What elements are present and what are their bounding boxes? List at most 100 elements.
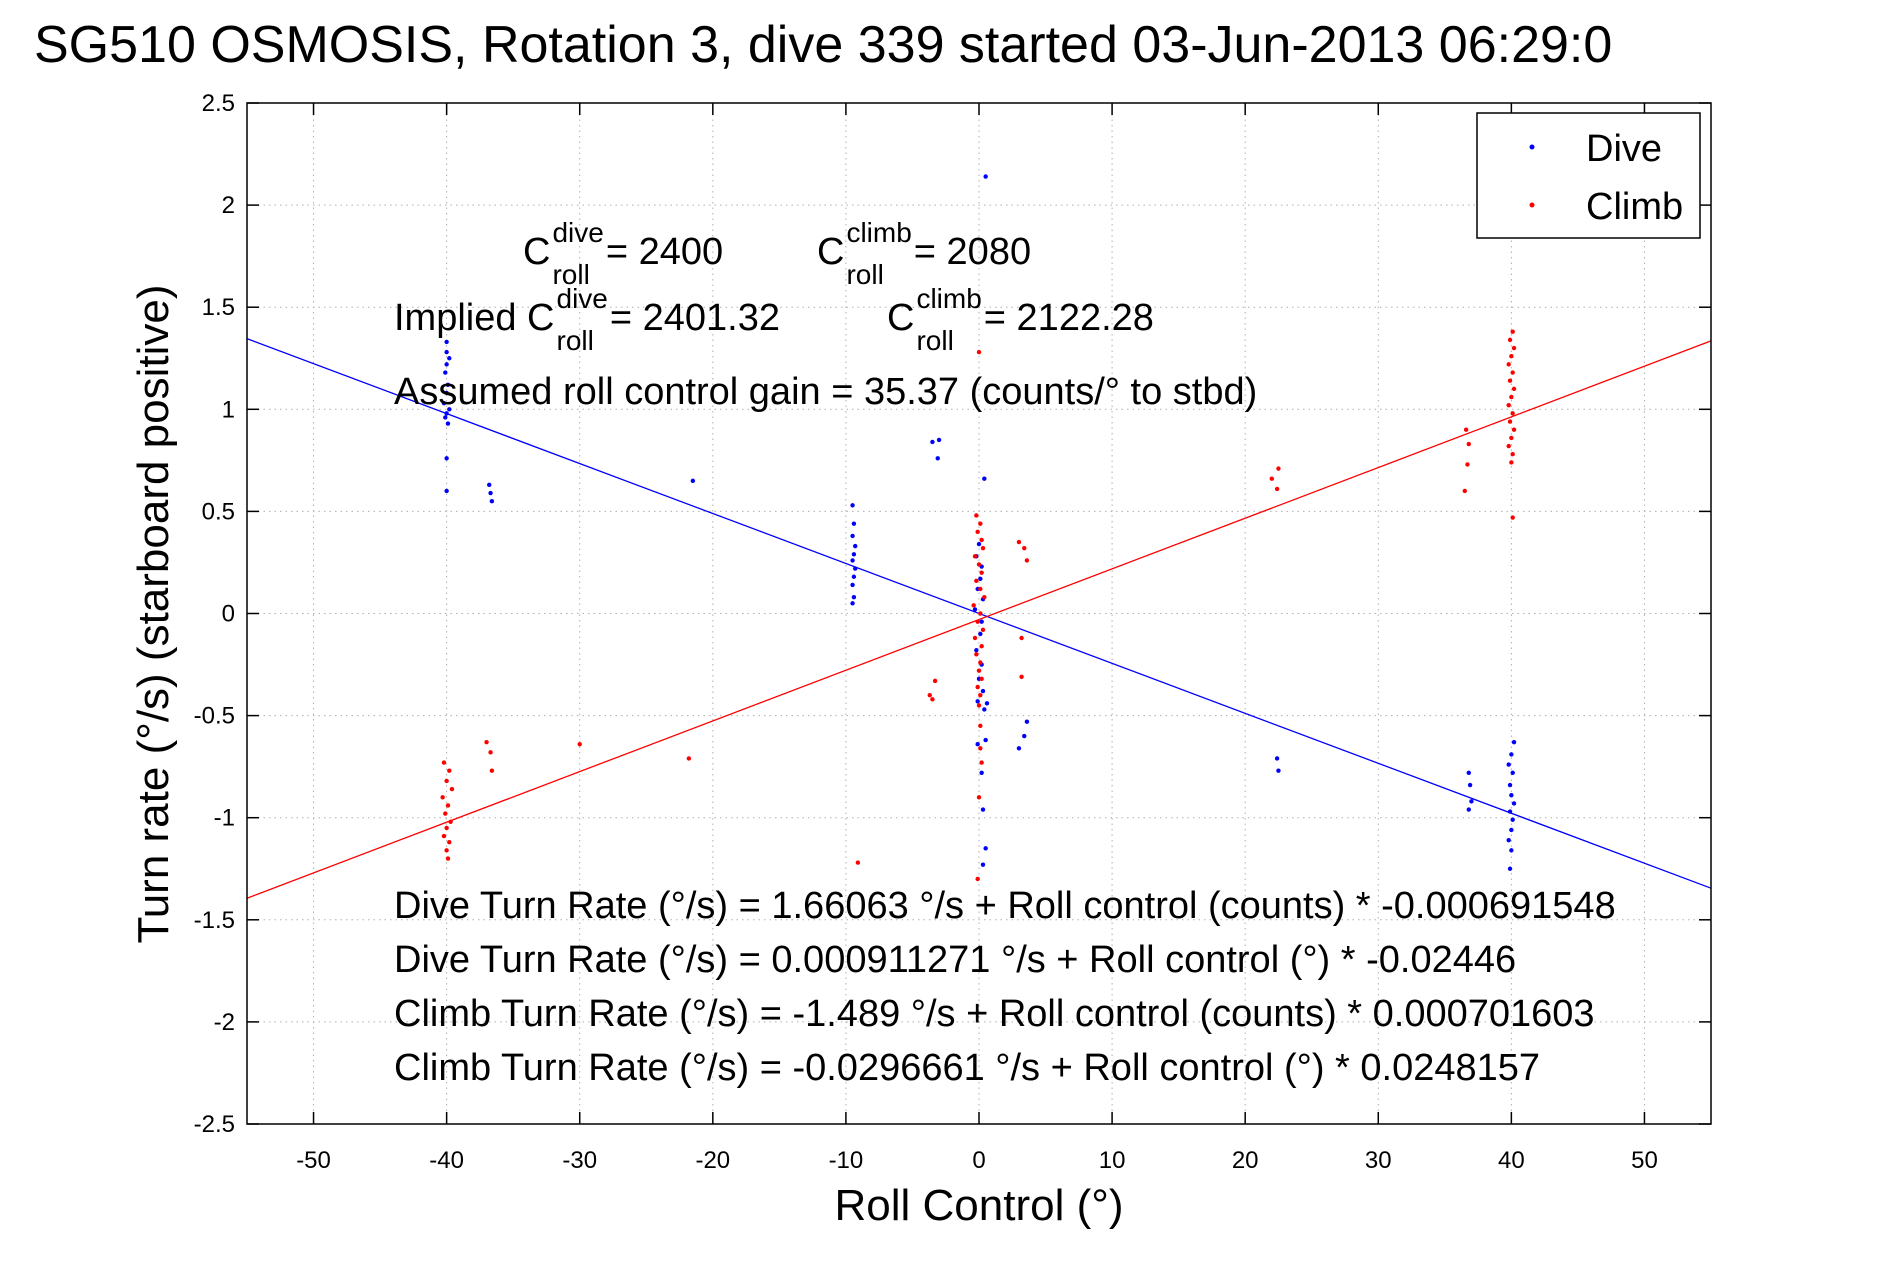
climb-point: [447, 768, 452, 773]
dive-point: [1510, 817, 1515, 822]
climb-point: [1507, 419, 1513, 424]
dive-point: [487, 482, 492, 488]
climb-point: [1019, 635, 1024, 641]
climb-point: [1465, 462, 1470, 467]
y-tick-label: 2.5: [202, 90, 235, 117]
climb-point: [974, 578, 979, 584]
climb-point: [488, 750, 493, 755]
climb-point: [976, 703, 982, 708]
climb-point: [978, 723, 983, 729]
climb-point: [1466, 441, 1471, 447]
y-tick-label: 2: [222, 192, 235, 219]
dive-point: [1466, 807, 1471, 812]
climb-point: [1022, 545, 1027, 551]
legend-box: [1476, 112, 1701, 239]
climb-point: [1506, 443, 1511, 449]
climb-point: [974, 513, 979, 518]
climb-point: [982, 594, 987, 600]
dive-point: [978, 631, 983, 637]
climb-point: [975, 684, 980, 690]
legend-label: Climb: [1586, 186, 1683, 228]
chart-title: SG510 OSMOSIS, Rotation 3, dive 339 star…: [34, 16, 1612, 74]
scatter-points: [440, 174, 1517, 882]
coefficient-sup: climb: [916, 283, 981, 314]
x-tick-label: 50: [1631, 1147, 1658, 1174]
dive-point: [930, 439, 935, 445]
dive-point: [935, 456, 940, 461]
axis-ticks: -50 -40 -30 -20 -10 0 10 20 30 40 50 2.5 2 1.5 1 0.5 0 -0…: [194, 90, 1711, 1174]
coefficient-base: C: [523, 231, 550, 273]
dive-point: [445, 382, 451, 387]
dive-point: [983, 846, 988, 851]
dive-point: [1511, 739, 1517, 745]
dive-point: [1022, 733, 1027, 739]
climb-point: [445, 856, 451, 861]
climb-point: [855, 860, 861, 865]
climb-point: [975, 529, 980, 535]
x-tick-label: 40: [1498, 1147, 1525, 1174]
climb-point: [441, 760, 447, 765]
y-tick-label: 1.5: [202, 294, 235, 321]
fit-equation: Climb Turn Rate (°/s) = -0.0296661 °/s +…: [394, 1047, 1540, 1089]
climb-point: [1274, 486, 1280, 492]
climb-point: [1510, 411, 1515, 416]
dive-point: [980, 807, 986, 812]
dive-point: [980, 862, 986, 867]
dive-point: [850, 503, 855, 508]
coefficient-sub: roll: [916, 325, 953, 356]
climb-point: [1511, 386, 1517, 392]
climb-point: [1510, 515, 1515, 520]
dive-point: [975, 741, 980, 747]
dive-point: [1469, 799, 1474, 804]
coefficient-sub: roll: [557, 325, 594, 356]
climb-point: [1506, 403, 1511, 408]
climb-point: [686, 756, 692, 761]
coefficient-value: = 2401.32: [610, 297, 780, 339]
climb-point: [1509, 460, 1514, 465]
climb-point: [979, 537, 984, 543]
dive-point: [853, 543, 858, 549]
climb-point: [976, 562, 982, 567]
climb-point: [1510, 452, 1515, 457]
dive-point: [850, 558, 855, 563]
climb-legend-marker: [1529, 202, 1535, 208]
x-tick-label: 0: [972, 1147, 985, 1174]
climb-point: [444, 848, 449, 853]
climb-point: [1463, 427, 1469, 432]
coefficient-sup: dive: [557, 283, 608, 314]
climb-point: [1507, 378, 1513, 383]
dive-point: [1510, 770, 1515, 775]
dive-point: [984, 701, 990, 706]
dive-point: [978, 576, 983, 581]
climb-point: [577, 741, 582, 747]
climb-point: [489, 768, 495, 773]
dive-point: [1507, 809, 1513, 814]
coefficient-sup: climb: [846, 217, 911, 248]
climb-point: [932, 678, 938, 684]
climb-point: [976, 795, 982, 800]
climb-point: [1511, 427, 1517, 432]
y-tick-label: 0.5: [202, 498, 235, 525]
dive-point: [982, 707, 987, 712]
climb-point: [1016, 539, 1022, 545]
climb-point: [927, 692, 932, 698]
dive-point: [447, 356, 452, 361]
dive-point: [1016, 746, 1022, 751]
dive-point: [1466, 770, 1471, 775]
climb-point: [1511, 345, 1517, 351]
climb-point: [974, 652, 979, 657]
dive-point: [444, 390, 449, 396]
climb-point: [979, 643, 984, 649]
dive-point: [443, 415, 448, 420]
dive-point: [975, 699, 980, 704]
climb-point: [978, 521, 983, 526]
climb-point: [978, 586, 983, 592]
climb-point: [930, 697, 935, 702]
climb-point: [980, 627, 986, 633]
climb-point: [448, 819, 453, 824]
dive-point: [444, 349, 449, 355]
y-tick-label: -2.5: [194, 1111, 235, 1138]
fit-equation: Climb Turn Rate (°/s) = -1.489 °/s + Rol…: [394, 993, 1595, 1035]
dive-point: [979, 770, 984, 775]
dive-point: [1507, 866, 1513, 871]
